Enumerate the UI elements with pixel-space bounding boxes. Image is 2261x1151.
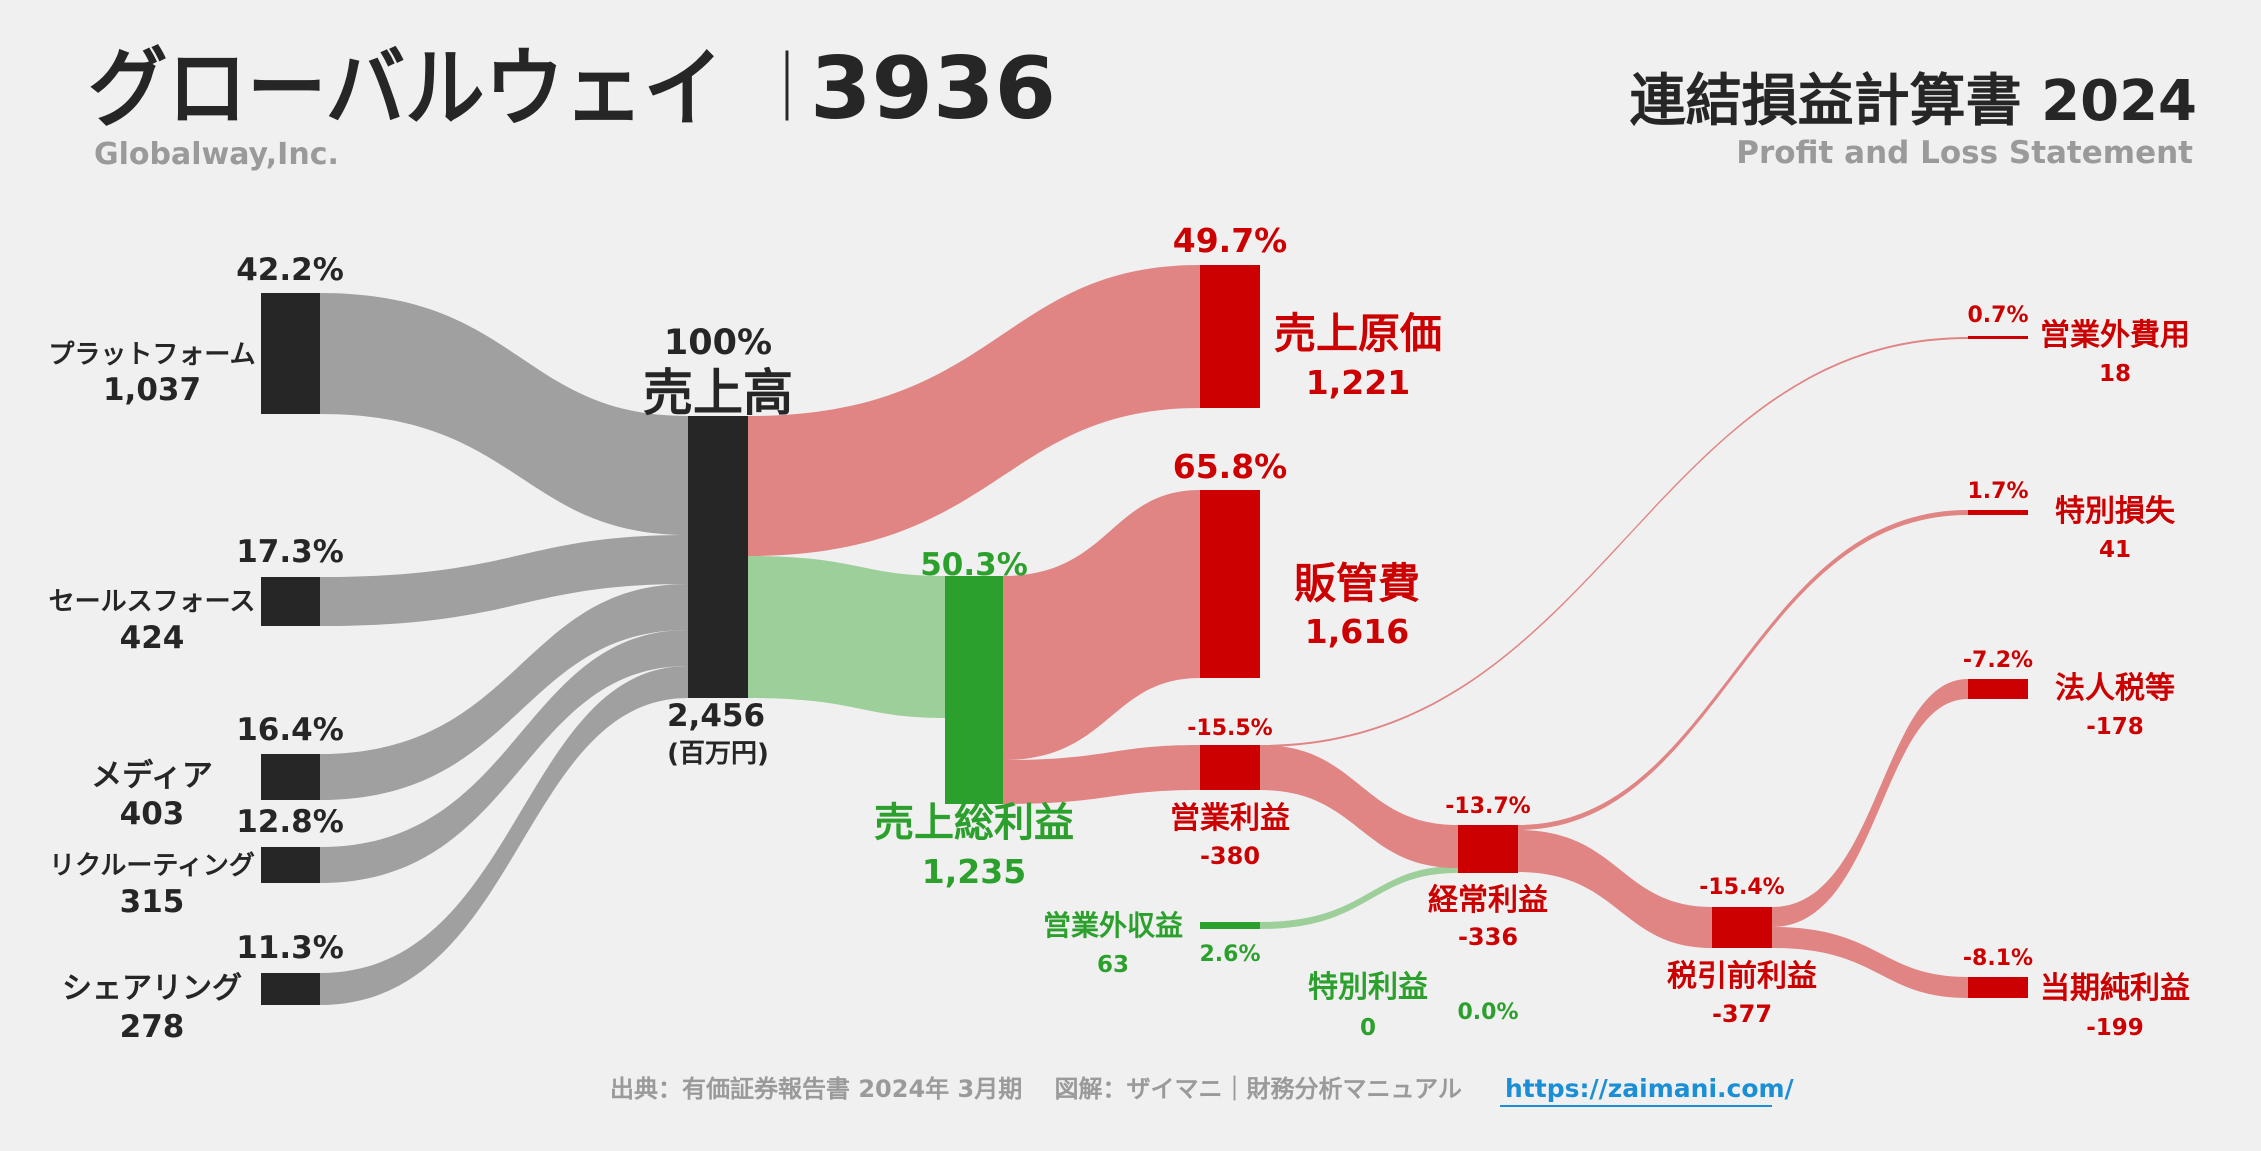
label-pct-cogs: 49.7% xyxy=(1173,221,1288,260)
label-name-net-profit: 当期純利益 xyxy=(2040,971,2190,1006)
label-value-revenue: 2,456 xyxy=(667,698,765,734)
label-value-ordinary-profit: -336 xyxy=(1458,923,1518,951)
label-pct-platform: 42.2% xyxy=(236,252,344,288)
label-pct-operating-profit: -15.5% xyxy=(1187,716,1272,741)
label-pct-recruiting: 12.8% xyxy=(236,804,344,840)
label-name-media: メディア xyxy=(91,758,213,794)
label-value-recruiting: 315 xyxy=(120,884,185,920)
label-value-sga: 1,616 xyxy=(1305,612,1409,651)
node-non-op-expense xyxy=(1968,336,2028,339)
flow-platform xyxy=(320,293,688,535)
flow-cogs xyxy=(748,265,1200,556)
node-sharing xyxy=(261,973,320,1005)
flow-gross-profit xyxy=(748,556,945,718)
label-pct-sga: 65.8% xyxy=(1173,447,1288,486)
label-name-cogs: 売上原価 xyxy=(1274,309,1442,358)
label-name-extraordinary-income: 特別利益 xyxy=(1308,970,1428,1005)
source-note: 出典：有価証券報告書 2024年 3月期 図解：ザイマニ｜財務分析マニュアル xyxy=(610,1075,1462,1103)
label-name-revenue: 売上高 xyxy=(643,364,793,422)
label-pct-ordinary-profit: -13.7% xyxy=(1445,794,1530,819)
label-name-operating-profit: 営業利益 xyxy=(1170,801,1290,836)
label-name-non-op-expense: 営業外費用 xyxy=(2040,318,2190,353)
label-pct-net-profit: -8.1% xyxy=(1963,946,2033,971)
label-pct-taxes: -7.2% xyxy=(1963,648,2033,673)
label-pct-revenue: 100% xyxy=(664,323,772,363)
flow-operating-loss xyxy=(1003,745,1200,804)
label-name-taxes: 法人税等 xyxy=(2055,671,2175,706)
label-value-non-op-expense: 18 xyxy=(2099,361,2131,387)
label-name-non-op-income: 営業外収益 xyxy=(1043,909,1183,942)
label-value-taxes: -178 xyxy=(2086,714,2144,740)
label-pct-non-op-expense: 0.7% xyxy=(1967,303,2028,328)
node-media xyxy=(261,754,320,800)
label-value-sharing: 278 xyxy=(120,1009,185,1045)
node-operating-profit xyxy=(1200,745,1260,790)
flow-salesforce xyxy=(320,535,688,626)
label-pct-non-op-income: 2.6% xyxy=(1199,942,1260,967)
node-recruiting xyxy=(261,847,320,883)
label-pct-sharing: 11.3% xyxy=(236,930,344,966)
label-pct-extraordinary-loss: 1.7% xyxy=(1967,479,2028,504)
label-name-sharing: シェアリング xyxy=(62,971,242,1006)
label-pct-media: 16.4% xyxy=(236,712,344,748)
flow-sharing xyxy=(320,666,688,1005)
source-link-underline xyxy=(1500,1105,1772,1107)
node-platform xyxy=(261,293,320,414)
node-taxes xyxy=(1968,679,2028,699)
label-name-gross-profit: 売上総利益 xyxy=(874,800,1074,846)
label-value-extraordinary-loss: 41 xyxy=(2099,537,2131,563)
label-value-operating-profit: -380 xyxy=(1200,842,1260,870)
flow-taxes xyxy=(1772,679,1968,927)
company-name-en: Globalway,Inc. xyxy=(94,137,339,172)
label-value-platform: 1,037 xyxy=(103,372,201,408)
flow-bands xyxy=(320,265,1968,1005)
node-non-op-income xyxy=(1200,922,1260,929)
node-salesforce xyxy=(261,577,320,626)
label-name-extraordinary-loss: 特別損失 xyxy=(2055,494,2176,529)
label-name-platform: プラットフォーム xyxy=(48,340,255,370)
node-ordinary-profit xyxy=(1458,825,1518,873)
node-extraordinary-loss xyxy=(1968,510,2028,515)
statement-title: 連結損益計算書 2024 xyxy=(1630,69,2197,134)
label-value-cogs: 1,221 xyxy=(1306,363,1410,402)
source-link[interactable]: https://zaimani.com/ xyxy=(1505,1074,1795,1103)
label-value-extraordinary-income: 0 xyxy=(1360,1015,1376,1041)
node-cogs xyxy=(1200,265,1260,408)
label-name-salesforce: セールスフォース xyxy=(49,587,256,617)
label-value-net-profit: -199 xyxy=(2086,1015,2144,1041)
statement-title-en: Profit and Loss Statement xyxy=(1736,135,2193,171)
label-name-ordinary-profit: 経常利益 xyxy=(1428,883,1548,918)
flow-non-op-income xyxy=(1260,866,1458,929)
label-pct-pretax-profit: -15.4% xyxy=(1699,875,1784,900)
label-name-pretax-profit: 税引前利益 xyxy=(1667,959,1817,994)
title-separator: ｜ xyxy=(752,47,822,129)
label-value-pretax-profit: -377 xyxy=(1712,1000,1772,1028)
node-revenue xyxy=(688,416,748,698)
label-pct-extraordinary-income: 0.0% xyxy=(1457,1000,1518,1025)
flow-media xyxy=(320,584,688,800)
flow-extraordinary-loss xyxy=(1518,510,1968,830)
flow-operating-to-ordinary xyxy=(1260,745,1458,868)
node-net-profit xyxy=(1968,977,2028,998)
label-pct-gross-profit: 50.3% xyxy=(920,547,1028,583)
node-pretax-profit xyxy=(1712,907,1772,948)
label-unit-revenue: (百万円) xyxy=(667,739,769,769)
node-bars xyxy=(261,265,2028,1005)
label-name-recruiting: リクルーティング xyxy=(49,851,255,881)
label-value-salesforce: 424 xyxy=(120,620,185,656)
label-value-non-op-income: 63 xyxy=(1097,952,1129,978)
label-value-media: 403 xyxy=(120,796,185,832)
label-value-gross-profit: 1,235 xyxy=(922,852,1026,891)
node-sga xyxy=(1200,490,1260,678)
flow-sga xyxy=(1003,490,1200,760)
company-name: グローバルウェイ xyxy=(88,39,723,139)
label-pct-salesforce: 17.3% xyxy=(236,534,344,570)
flow-ordinary-to-pretax xyxy=(1518,830,1712,948)
flow-recruiting xyxy=(320,630,688,883)
stock-code: 3936 xyxy=(810,39,1056,139)
node-gross-profit xyxy=(945,576,1003,804)
label-name-sga: 販管費 xyxy=(1294,559,1420,608)
flow-net-loss xyxy=(1772,927,1968,998)
